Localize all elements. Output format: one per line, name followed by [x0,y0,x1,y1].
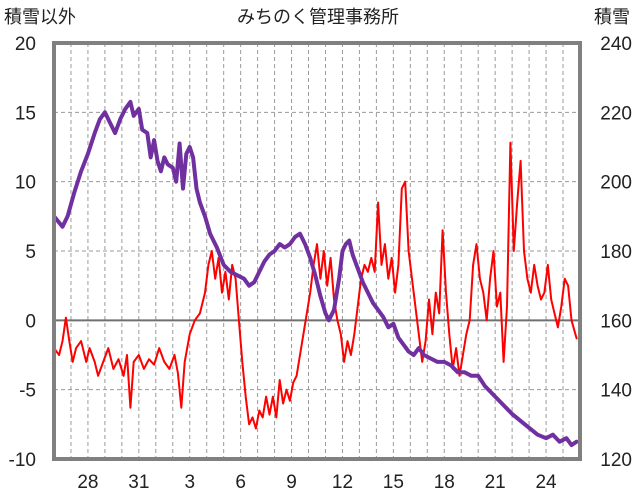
left-axis-label: 積雪以外 [4,7,76,28]
left-tick-label: 15 [15,103,36,124]
x-tick-label: 15 [383,472,404,493]
left-tick-label: 20 [15,34,36,55]
left-axis-ticks: 20 15 10 5 0 -5 -10 [9,34,36,471]
x-tick-label: 18 [434,472,455,493]
x-tick-label: 12 [332,472,353,493]
right-tick-label: 240 [600,34,632,55]
x-tick-label: 9 [286,472,297,493]
x-tick-label: 28 [77,472,98,493]
plot-frame [52,41,582,461]
right-tick-label: 180 [600,242,632,263]
x-tick-label: 31 [128,472,149,493]
right-tick-label: 120 [600,450,632,471]
right-tick-label: 220 [600,103,632,124]
x-axis-ticks: 28 31 3 6 9 12 15 18 21 24 [77,472,557,493]
right-tick-label: 140 [600,381,632,402]
series-layer [52,99,579,448]
x-tick-label: 21 [485,472,506,493]
left-tick-label: -5 [19,381,36,402]
right-tick-label: 200 [600,173,632,194]
chart-title: みちのく管理事務所 [237,7,399,28]
x-tick-label: 24 [535,472,557,493]
left-tick-label: -10 [9,450,36,471]
right-axis-ticks: 240 220 200 180 160 140 120 [600,34,632,471]
right-tick-label: 160 [600,311,632,332]
x-tick-label: 3 [184,472,195,493]
snow-depth-series-line [52,99,579,448]
left-tick-label: 0 [25,311,36,332]
other-series-line [53,141,578,430]
left-tick-label: 10 [15,173,36,194]
right-axis-label: 積雪 [594,7,630,28]
x-tick-label: 6 [235,472,246,493]
left-tick-label: 5 [25,242,36,263]
